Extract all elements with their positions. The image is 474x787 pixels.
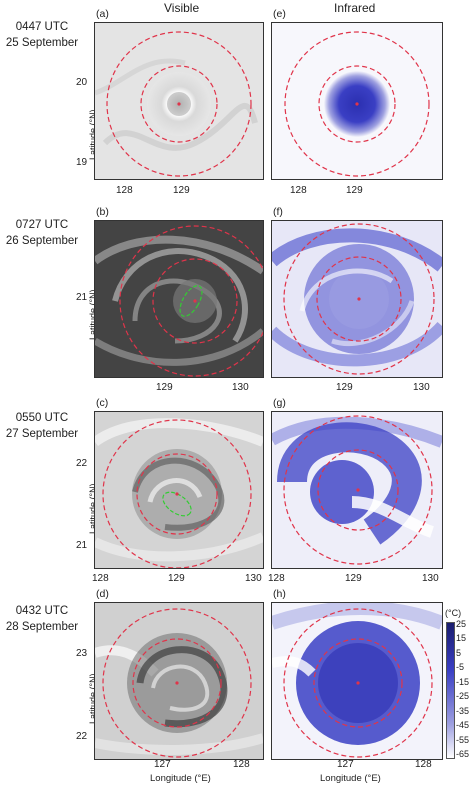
panel-d-visible bbox=[94, 602, 264, 760]
row3-ytick-1: 22 bbox=[76, 458, 88, 469]
panel-e-infrared bbox=[271, 22, 443, 180]
row1-date: 25 September bbox=[5, 37, 79, 49]
row3-xtick-3: 130 bbox=[245, 573, 262, 584]
colorbar-tick: -65 bbox=[456, 749, 470, 759]
panel-a-label: (a) bbox=[96, 8, 109, 20]
row2-ytick-1: 21 bbox=[76, 292, 88, 303]
row3-xtick-2: 129 bbox=[168, 573, 185, 584]
panel-g-label: (g) bbox=[273, 397, 286, 409]
row4-xtick-1: 127 bbox=[154, 759, 171, 770]
row1-ir-xtick-1: 128 bbox=[290, 185, 307, 196]
row2-ir-xtick-2: 130 bbox=[413, 382, 430, 393]
panel-d-graphic bbox=[95, 603, 263, 759]
panel-b-graphic bbox=[95, 221, 263, 377]
colorbar-tick: 5 bbox=[456, 647, 462, 658]
row4-xtick-2: 128 bbox=[233, 759, 250, 770]
row1-xtick-1: 128 bbox=[116, 185, 133, 196]
row1-ir-xtick-2: 129 bbox=[346, 185, 363, 196]
infrared-column-title: Infrared bbox=[334, 1, 376, 15]
row4-time: 0432 UTC bbox=[15, 605, 69, 617]
row4-date: 28 September bbox=[5, 621, 79, 633]
row2-ir-xtick-1: 129 bbox=[336, 382, 353, 393]
row3-ir-xtick-3: 130 bbox=[422, 573, 439, 584]
colorbar bbox=[446, 622, 455, 759]
row1-ytick-2: 19 bbox=[76, 157, 88, 168]
row1-xtick-2: 129 bbox=[173, 185, 190, 196]
row1-ytick-1: 20 bbox=[76, 77, 88, 88]
panel-f-graphic bbox=[272, 221, 442, 377]
panel-a-graphic bbox=[95, 23, 263, 179]
colorbar-tick: -55 bbox=[456, 734, 470, 745]
row3-ir-xtick-2: 129 bbox=[345, 573, 362, 584]
colorbar-tick: -25 bbox=[456, 691, 470, 702]
panel-h-infrared bbox=[271, 602, 443, 760]
panel-c-label: (c) bbox=[96, 397, 109, 409]
panel-h-graphic bbox=[272, 603, 442, 759]
colorbar-tick: 25 bbox=[456, 619, 467, 629]
colorbar-tick: -35 bbox=[456, 705, 470, 716]
row3-ir-xtick-1: 128 bbox=[268, 573, 285, 584]
panel-a-visible bbox=[94, 22, 264, 180]
colorbar-tick: 15 bbox=[456, 633, 467, 644]
row3-xtick-1: 128 bbox=[92, 573, 109, 584]
panel-d-label: (d) bbox=[96, 588, 109, 600]
row2-xtick-1: 129 bbox=[156, 382, 173, 393]
row4-ytick-2: 22 bbox=[76, 731, 88, 742]
row4-ytick-1: 23 bbox=[76, 648, 88, 659]
colorbar-tick: -45 bbox=[456, 720, 470, 731]
panel-b-label: (b) bbox=[96, 206, 109, 218]
panel-e-label: (e) bbox=[273, 8, 286, 20]
row1-time: 0447 UTC bbox=[15, 21, 69, 33]
colorbar-tick: -5 bbox=[456, 662, 465, 673]
panel-h-label: (h) bbox=[273, 588, 286, 600]
visible-xlabel: Longitude (°E) bbox=[150, 773, 211, 784]
panel-e-graphic bbox=[272, 23, 442, 179]
panel-f-infrared bbox=[271, 220, 443, 378]
panel-g-graphic bbox=[272, 412, 442, 568]
panel-f-label: (f) bbox=[273, 206, 283, 218]
row3-ytick-2: 21 bbox=[76, 540, 88, 551]
panel-c-graphic bbox=[95, 412, 263, 568]
colorbar-unit: (°C) bbox=[445, 608, 462, 618]
row3-date: 27 September bbox=[5, 428, 79, 440]
panel-c-visible bbox=[94, 411, 264, 569]
row3-time: 0550 UTC bbox=[15, 412, 69, 424]
row2-time: 0727 UTC bbox=[15, 219, 69, 231]
row4-ir-xtick-1: 127 bbox=[337, 759, 354, 770]
row2-date: 26 September bbox=[5, 235, 79, 247]
colorbar-tick: -15 bbox=[456, 676, 470, 687]
panel-g-infrared bbox=[271, 411, 443, 569]
row4-ir-xtick-2: 128 bbox=[415, 759, 432, 770]
panel-b-visible bbox=[94, 220, 264, 378]
row2-xtick-2: 130 bbox=[232, 382, 249, 393]
infrared-xlabel: Longitude (°E) bbox=[320, 773, 381, 784]
visible-column-title: Visible bbox=[164, 1, 200, 15]
